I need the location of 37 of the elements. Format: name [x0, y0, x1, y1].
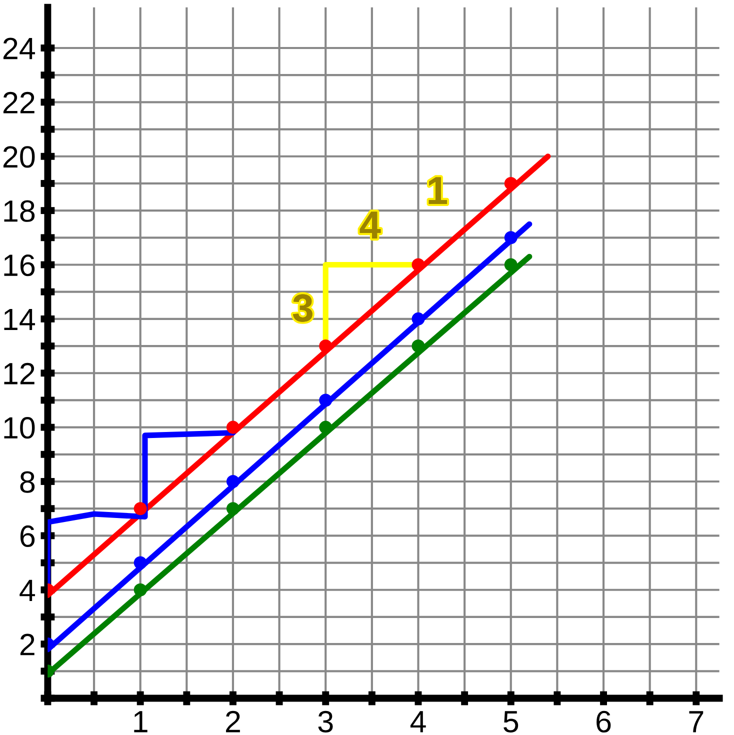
annotation: 1: [428, 177, 447, 204]
y-tick-label: 10: [4, 417, 35, 439]
point: [226, 420, 240, 434]
x-tick-label: 2: [226, 710, 240, 732]
y-tick-label: 2: [20, 634, 34, 656]
point: [134, 502, 147, 516]
y-tick-label: 18: [4, 200, 35, 222]
point: [319, 340, 332, 353]
point: [504, 258, 518, 272]
annotation: 4: [360, 212, 381, 238]
x-tick-label: 5: [504, 711, 518, 732]
point: [134, 583, 147, 596]
point: [504, 176, 518, 190]
x-tick-label: 3: [318, 710, 333, 732]
y-tick-label: 6: [20, 525, 35, 548]
point: [319, 394, 332, 407]
point: [226, 502, 240, 516]
point: [412, 312, 425, 326]
annotation: 3: [293, 294, 312, 322]
point: [504, 231, 518, 244]
x-tick-label: 4: [410, 711, 426, 732]
point: [319, 420, 332, 434]
y-tick-label: 22: [3, 92, 34, 114]
y-tick-label: 14: [4, 308, 36, 330]
y-tick-label: 24: [3, 38, 36, 60]
point: [412, 258, 425, 272]
y-tick-label: 4: [20, 580, 36, 601]
point: [412, 340, 425, 353]
y-tick-label: 12: [4, 362, 34, 384]
y-tick-label: 20: [3, 146, 35, 168]
y-tick-label: 16: [4, 254, 35, 276]
x-tick-label: 6: [596, 710, 611, 732]
point: [226, 474, 240, 488]
point: [134, 556, 147, 570]
y-tick-label: 8: [20, 471, 35, 493]
x-tick-label: 1: [134, 711, 148, 732]
x-tick-label: 7: [689, 711, 704, 732]
